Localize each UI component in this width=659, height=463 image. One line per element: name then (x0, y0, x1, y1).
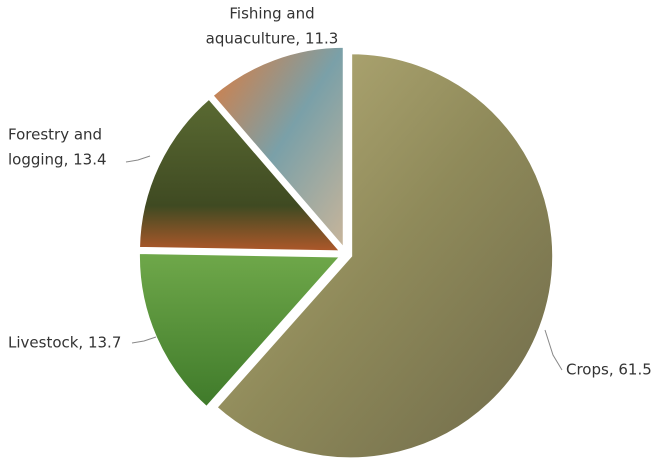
data-label: Crops, 61.5 (566, 361, 652, 379)
leader-line (125, 155, 151, 163)
data-label: aquaculture, 11.3 (206, 30, 339, 48)
leader-line (131, 336, 157, 344)
pie-slice (213, 51, 556, 461)
slices (136, 44, 556, 461)
labels: Crops, 61.5 Livestock, 13.7 Forestry and lo… (8, 5, 652, 379)
pie-slice (209, 44, 346, 254)
data-label: logging, 13.4 (8, 151, 107, 169)
data-label: Forestry and (8, 126, 102, 144)
data-label: Livestock, 13.7 (8, 334, 121, 352)
pie-slice (136, 95, 345, 254)
leader-line (544, 329, 563, 371)
data-label: Fishing and (229, 5, 314, 23)
